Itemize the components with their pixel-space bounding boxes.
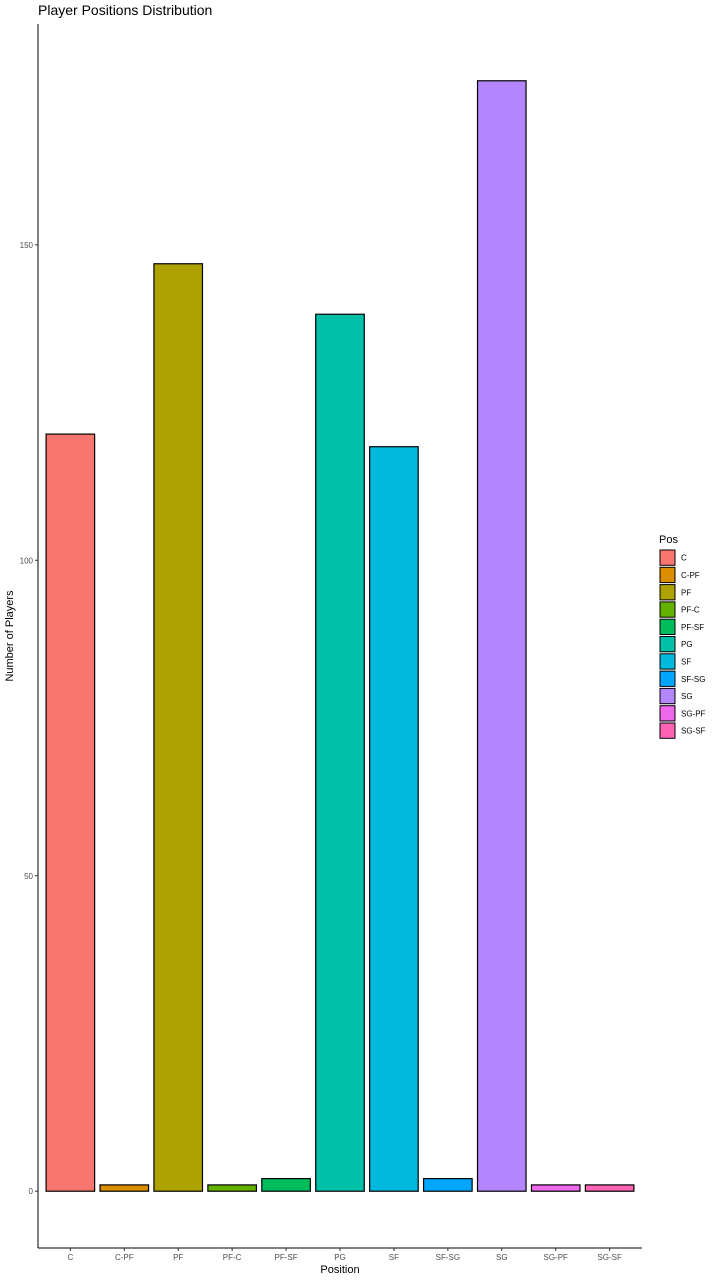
legend-key-pf-sf xyxy=(659,618,676,636)
legend-label: SG-PF xyxy=(681,709,706,718)
y-tick-label: 50 xyxy=(24,872,33,881)
x-tick-label: PG xyxy=(334,1253,346,1262)
legend-title: Pos xyxy=(659,534,678,546)
chart-title: Player Positions Distribution xyxy=(38,2,212,18)
x-tick-label: SF-SG xyxy=(436,1253,460,1262)
bar-sg xyxy=(476,80,527,1192)
legend-key-pf-c xyxy=(659,601,676,618)
bar-pf xyxy=(153,263,204,1192)
y-tick-label: 100 xyxy=(20,556,34,565)
x-tick-label: SG-SF xyxy=(597,1253,622,1262)
legend-label: SG-SF xyxy=(681,727,706,736)
legend-label: PG xyxy=(681,640,693,649)
x-tick-label: SF xyxy=(389,1253,399,1262)
legend-label: SF xyxy=(681,657,691,666)
legend-label: PF-C xyxy=(681,606,700,615)
legend-label: C-PF xyxy=(681,571,700,580)
legend-key-sf xyxy=(659,653,676,670)
bar-pg xyxy=(315,313,365,1192)
legend-key-sg-sf xyxy=(659,722,676,739)
legend-key-c xyxy=(659,549,676,566)
x-tick-label: C-PF xyxy=(115,1253,134,1262)
bar-sf-sg xyxy=(422,1177,473,1192)
y-tick-label: 150 xyxy=(20,241,34,250)
x-axis-ticks: C C-PF PF PF-C PF-SF PG SF SF-SG SG SG-PF SG-SF xyxy=(67,1248,622,1262)
legend-label: SG xyxy=(681,692,693,701)
y-axis-ticks: 0 50 100 150 xyxy=(20,241,38,1196)
bar-pf-sf xyxy=(261,1177,311,1192)
y-tick-label: 0 xyxy=(29,1187,34,1196)
legend-key-sg xyxy=(659,687,676,705)
legend-key-sf-sg xyxy=(659,670,676,687)
legend-key-sg-pf xyxy=(659,705,676,722)
x-tick-label: PF xyxy=(173,1253,183,1262)
x-axis-title: Position xyxy=(320,1264,359,1276)
legend-label: PF xyxy=(681,588,691,597)
x-tick-label: SG-PF xyxy=(543,1253,568,1262)
bar-c-pf xyxy=(99,1184,150,1192)
legend-label: SF-SG xyxy=(681,675,705,684)
legend-items: C C-PF PF PF-C PF-SF PG SF SF-SG SG SG-PF SG-SF xyxy=(659,549,706,739)
legend-label: C xyxy=(681,554,687,563)
bar-sg-sf xyxy=(584,1184,635,1192)
legend: Pos C C-PF PF PF-C PF-SF PG SF SF-SG SG SG-PF SG-S… xyxy=(659,534,706,739)
x-tick-label: SG xyxy=(496,1253,508,1262)
bar-sg-pf xyxy=(530,1184,581,1192)
x-tick-label: PF-C xyxy=(223,1253,242,1262)
bars-group xyxy=(45,80,635,1192)
legend-key-pg xyxy=(659,636,676,653)
x-tick-label: PF-SF xyxy=(275,1253,298,1262)
bar-sf xyxy=(369,446,419,1192)
y-axis-title: Number of Players xyxy=(4,590,16,682)
legend-key-c-pf xyxy=(659,566,676,584)
x-tick-label: C xyxy=(67,1253,73,1262)
bar-pf-c xyxy=(207,1184,258,1192)
legend-label: PF-SF xyxy=(681,623,704,632)
legend-key-pf xyxy=(659,584,676,601)
bar-c xyxy=(45,433,96,1192)
